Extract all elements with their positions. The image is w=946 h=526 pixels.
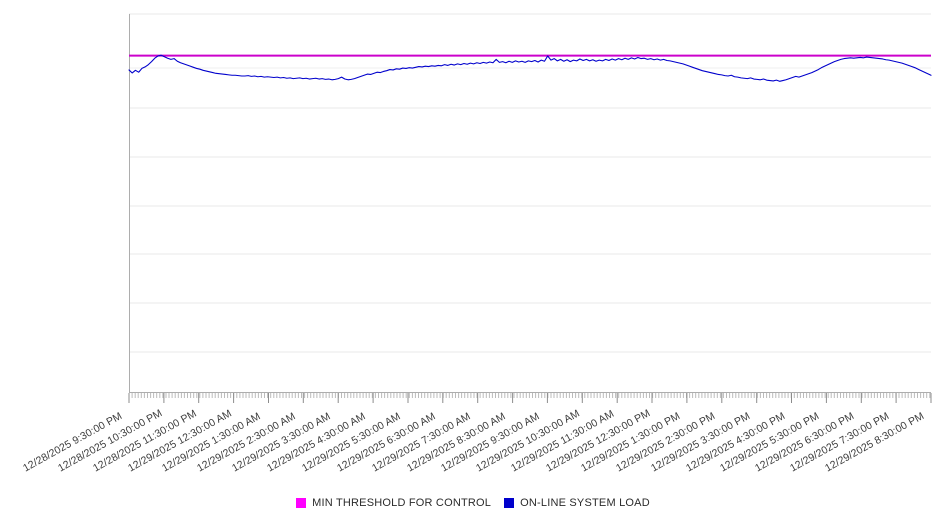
x-axis-minor-ticks — [128, 393, 931, 398]
legend-swatch-threshold — [296, 498, 307, 508]
gridlines — [129, 13, 931, 353]
legend-swatch-load — [504, 498, 515, 508]
legend-label-load: ON-LINE SYSTEM LOAD — [520, 497, 650, 509]
x-axis-major-ticks — [128, 393, 932, 403]
legend-item-threshold[interactable]: MIN THRESHOLD FOR CONTROL — [296, 497, 491, 509]
load-series — [128, 54, 932, 82]
chart-legend: MIN THRESHOLD FOR CONTROL ON-LINE SYSTEM… — [0, 497, 946, 509]
legend-label-threshold: MIN THRESHOLD FOR CONTROL — [312, 497, 492, 509]
legend-item-load[interactable]: ON-LINE SYSTEM LOAD — [504, 497, 650, 509]
